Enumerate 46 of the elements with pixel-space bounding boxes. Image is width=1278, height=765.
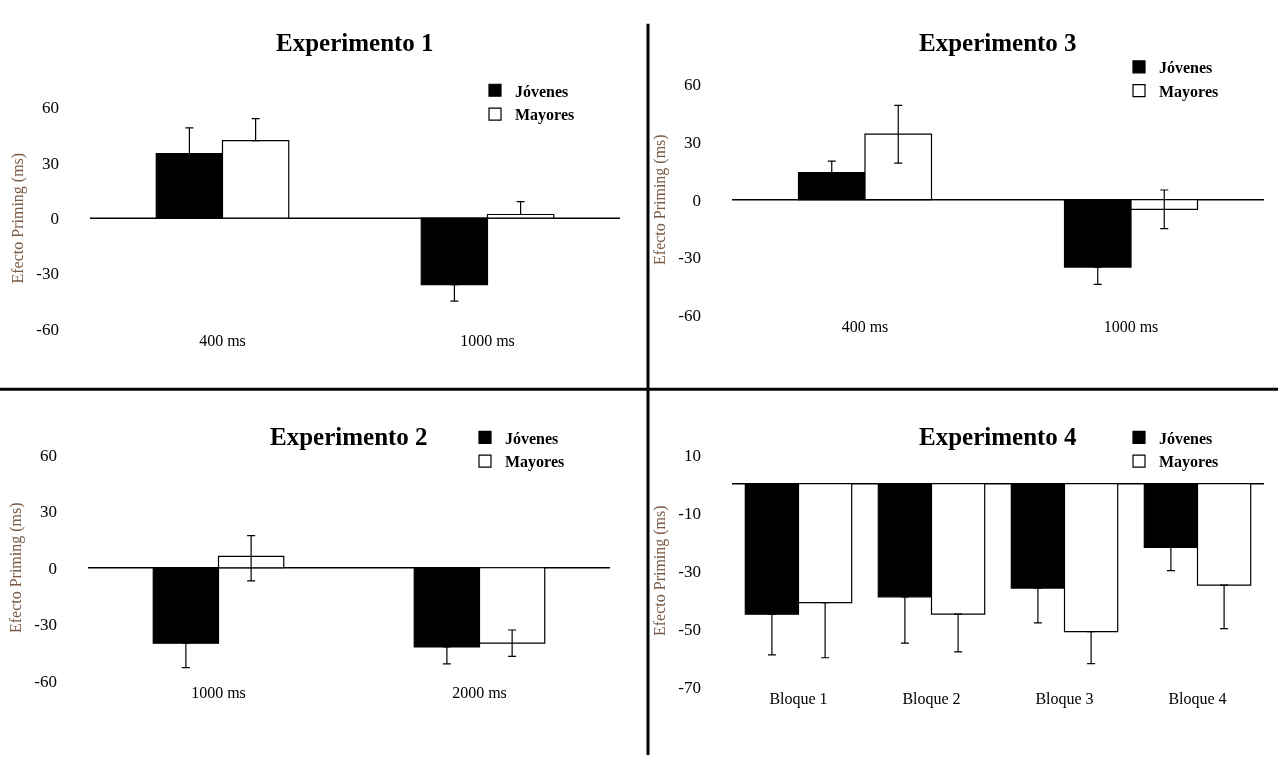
x-tick-label: 400 ms: [841, 318, 889, 336]
y-tick-label: 30: [40, 502, 57, 522]
y-tick-label: -60: [36, 319, 59, 339]
y-axis-title: Efecto Priming (ms): [651, 505, 670, 637]
y-tick-label: 30: [42, 153, 59, 173]
legend-label: Mayores: [1159, 82, 1219, 101]
x-tick-label: Bloque 2: [902, 689, 961, 708]
x-tick-label: 1000 ms: [1103, 318, 1159, 336]
y-tick-label: 60: [684, 75, 701, 95]
y-tick-label: -50: [678, 619, 701, 639]
legend-label: Mayores: [505, 453, 565, 472]
legend-label: Jóvenes: [505, 429, 559, 447]
chart-title: Experimento 1: [276, 29, 434, 56]
x-tick-label: 400 ms: [199, 331, 246, 349]
chart-title: Experimento 4: [919, 423, 1078, 450]
y-tick-label: -30: [36, 264, 59, 284]
x-tick-label: Bloque 1: [769, 689, 828, 708]
y-tick-label: -30: [678, 248, 701, 268]
y-tick-label: 0: [50, 209, 59, 229]
x-tick-label: Bloque 3: [1035, 689, 1094, 708]
y-tick-label: 60: [42, 98, 59, 118]
y-tick-label: 10: [684, 445, 701, 465]
chart-title: Experimento 3: [919, 29, 1077, 56]
y-tick-label: 30: [684, 132, 701, 152]
y-axis-title: Efecto Priming (ms): [7, 502, 26, 634]
y-tick-label: -10: [678, 503, 701, 523]
y-tick-label: 0: [48, 558, 57, 578]
legend-label: Jóvenes: [515, 82, 569, 100]
legend-label: Jóvenes: [1159, 59, 1213, 77]
legend-label: Mayores: [515, 106, 575, 125]
legend-label: Mayores: [1159, 453, 1219, 472]
y-tick-label: -60: [678, 306, 701, 326]
legend-label: Jóvenes: [1159, 429, 1213, 447]
y-tick-label: -30: [34, 615, 57, 635]
y-axis-title: Efecto Priming (ms): [9, 152, 28, 284]
chart-title: Experimento 2: [270, 423, 428, 450]
x-tick-label: 2000 ms: [452, 683, 507, 701]
x-tick-label: 1000 ms: [191, 683, 246, 701]
y-tick-label: -70: [678, 677, 701, 697]
y-tick-label: -60: [34, 671, 57, 691]
x-tick-label: 1000 ms: [460, 331, 515, 349]
y-tick-label: 60: [40, 445, 57, 465]
y-tick-label: 0: [692, 190, 701, 210]
y-axis-title: Efecto Priming (ms): [651, 134, 670, 265]
y-tick-label: -30: [678, 561, 701, 581]
x-tick-label: Bloque 4: [1168, 689, 1227, 708]
